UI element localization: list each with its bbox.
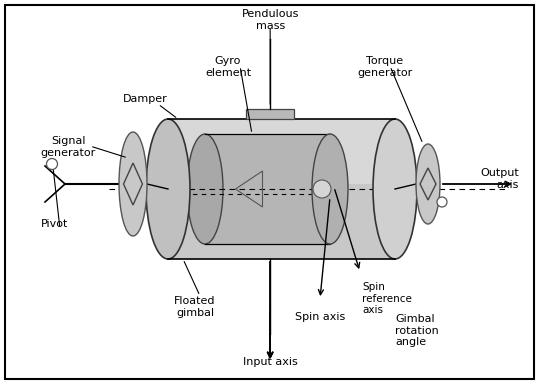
Ellipse shape [119,132,147,236]
Ellipse shape [416,144,440,224]
Ellipse shape [373,119,417,259]
Text: Gyro
element: Gyro element [205,56,251,78]
Text: Pivot: Pivot [42,219,68,229]
Text: Spin axis: Spin axis [295,312,345,322]
Text: Signal
generator: Signal generator [40,136,95,157]
Text: Floated
gimbal: Floated gimbal [174,296,216,318]
Circle shape [46,159,58,169]
Polygon shape [205,134,330,244]
Ellipse shape [187,134,223,244]
Ellipse shape [146,119,190,259]
Text: Damper: Damper [123,94,168,104]
Polygon shape [246,109,294,119]
Text: Gimbal
rotation
angle: Gimbal rotation angle [395,314,439,347]
Polygon shape [168,119,395,184]
Text: Input axis: Input axis [243,357,298,367]
Text: Output
axis: Output axis [480,168,519,190]
Circle shape [313,180,331,198]
Polygon shape [168,119,395,259]
Text: Pendulous
mass: Pendulous mass [241,9,299,31]
Text: Spin
reference
axis: Spin reference axis [362,282,412,315]
Text: Torque
generator: Torque generator [357,56,413,78]
Circle shape [437,197,447,207]
Ellipse shape [312,134,348,244]
